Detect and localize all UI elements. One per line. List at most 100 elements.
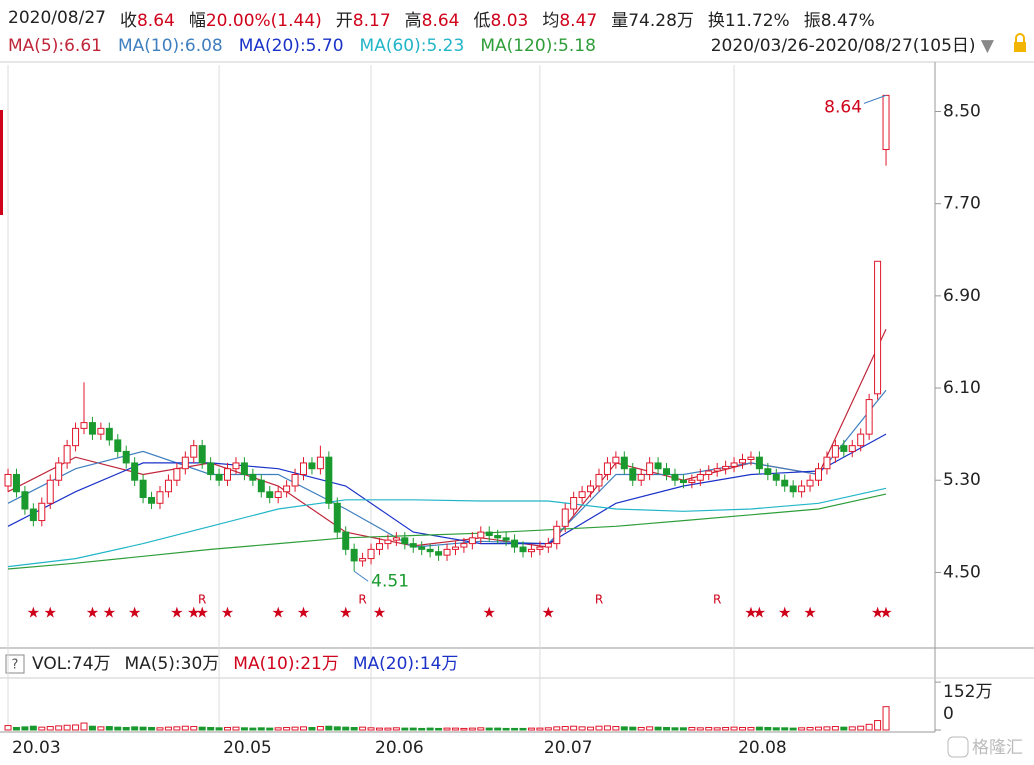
legend-entry: MA(60):5.23: [359, 36, 465, 56]
volume-bar: [55, 725, 63, 731]
candle-body: [300, 462, 308, 475]
candle-body: [384, 539, 392, 545]
volume-bar: [629, 726, 637, 731]
volume-bar: [739, 726, 747, 731]
volume-bar: [443, 727, 451, 731]
volume-legend: MA(20):14万: [353, 654, 459, 674]
volume-bar: [72, 724, 80, 731]
candle-body: [359, 558, 367, 562]
volume-bar: [637, 726, 645, 731]
candle-body: [840, 445, 848, 452]
volume-bar: [350, 726, 358, 731]
lock-icon[interactable]: [1014, 42, 1026, 52]
lock-icon: [1015, 33, 1025, 42]
candle-body: [367, 548, 375, 560]
volume-bar: [215, 727, 223, 731]
info-item: 量74.28万: [611, 6, 694, 31]
info-label: 收: [119, 10, 137, 31]
volume-bar: [392, 727, 400, 731]
help-icon[interactable]: [5, 654, 25, 674]
candle-body: [679, 479, 687, 484]
volume-bar: [156, 727, 164, 731]
candle-body: [392, 537, 400, 541]
volume-bar: [494, 727, 502, 731]
volume-bar: [612, 726, 620, 731]
candle-body: [536, 546, 544, 550]
candle-body: [747, 456, 755, 460]
info-item: 收8.64: [120, 6, 175, 31]
volume-bar: [587, 726, 595, 731]
volume-bar: [283, 726, 291, 731]
dropdown-arrow[interactable]: ▼: [980, 36, 994, 56]
candle-body: [55, 462, 63, 481]
volume-bar: [460, 727, 468, 731]
candle-body: [139, 479, 147, 499]
volume-bar: [46, 726, 54, 731]
volume-bar: [198, 726, 206, 731]
volume-bar: [663, 726, 671, 731]
x-tick-label: 20.07: [544, 738, 593, 758]
candle-body: [80, 422, 88, 429]
candle-body: [46, 479, 54, 504]
volume-bar: [882, 706, 890, 731]
info-item: 低8.03: [474, 6, 529, 31]
candle-body: [578, 491, 586, 499]
volume-bar: [207, 726, 215, 731]
volume-bar: [713, 727, 721, 731]
volume-bar: [401, 727, 409, 731]
candle-body: [342, 531, 350, 550]
candle-body: [857, 433, 865, 447]
candle-body: [283, 485, 291, 493]
volume-bar: [730, 726, 738, 731]
volume-bar: [359, 726, 367, 731]
volume-bar: [367, 727, 375, 731]
candle-body: [705, 470, 713, 475]
signal-mark: ★: [221, 604, 234, 622]
y-tick-label: 6.90: [943, 286, 981, 306]
info-bar: 2020/08/27 收8.64 幅20.00%(1.44) 开8.17 高8.64 低8…: [8, 5, 875, 31]
candle-body: [131, 462, 139, 481]
candle-body: [443, 548, 451, 556]
candle-body: [72, 427, 80, 447]
info-value: 20.00%(1.44): [205, 10, 322, 31]
candle-body: [874, 260, 882, 395]
candle-body: [198, 445, 206, 464]
candle-body: [612, 456, 620, 464]
y-tick-label: 0: [943, 704, 954, 724]
signal-mark: R: [595, 593, 603, 607]
signal-mark: ★: [778, 604, 791, 622]
volume-bar: [646, 726, 654, 731]
signal-mark: ★: [86, 604, 99, 622]
ma-line: [7, 389, 887, 548]
volume-bar: [772, 727, 780, 731]
info-label: 低: [473, 10, 491, 31]
candle-body: [671, 473, 679, 481]
info-item: 振8.47%: [804, 6, 875, 31]
volume-bar: [814, 726, 822, 731]
volume-bar: [97, 726, 105, 731]
candle-body: [418, 546, 426, 550]
signal-mark: R: [358, 593, 366, 607]
candle-body: [494, 535, 502, 539]
volume-bar: [4, 725, 12, 731]
volume-bar: [21, 726, 29, 731]
signal-mark: ★: [483, 604, 496, 622]
legend-entry: MA(10):6.08: [117, 36, 223, 56]
candle-body: [814, 468, 822, 481]
volume-bar: [519, 727, 527, 731]
candle-body: [595, 473, 603, 487]
signal-mark: ★: [128, 604, 141, 622]
volume-bar: [527, 727, 535, 731]
candle-body: [511, 539, 519, 548]
volume-bar: [603, 725, 611, 731]
volume-legend: VOL:74万: [32, 654, 111, 674]
candle-body: [148, 497, 156, 504]
volume-bar: [857, 725, 865, 731]
volume-bar: [333, 726, 341, 731]
candle-body: [38, 502, 46, 522]
candle-body: [468, 537, 476, 545]
volume-bar: [798, 727, 806, 731]
candle-body: [122, 450, 130, 464]
info-item: 开8.17: [336, 6, 391, 31]
volume-bar: [240, 727, 248, 731]
